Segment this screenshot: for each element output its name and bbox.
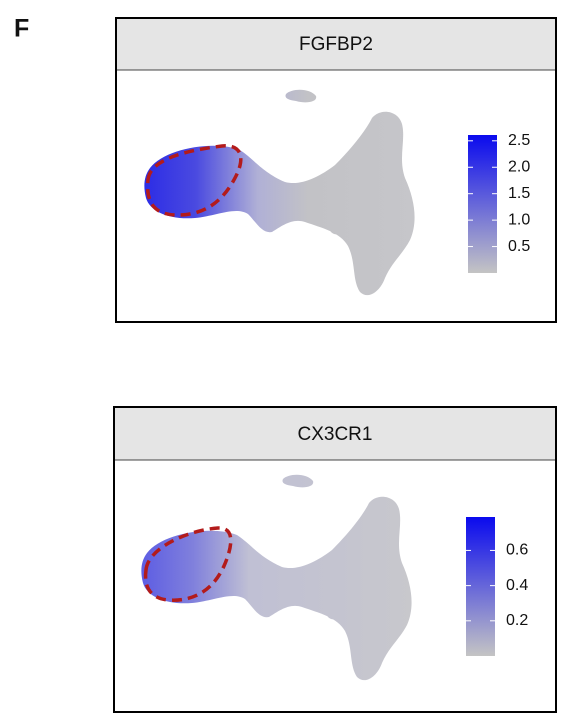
colorbar-tick-label: 1.0 (508, 211, 530, 228)
colorbar-tick-label: 2.0 (508, 158, 530, 175)
colorbar-tick-label: 0.4 (506, 577, 528, 594)
highlight-outline (143, 526, 233, 602)
colorbar-tick-label: 1.5 (508, 185, 530, 202)
colorbar-tick-label: 0.6 (506, 542, 528, 559)
colorbar (468, 135, 497, 273)
panel-header (117, 19, 555, 70)
colorbar-tick-label: 0.2 (506, 612, 528, 629)
panel-label: F (14, 15, 29, 43)
colorbar (466, 517, 495, 656)
panel-title: FGFBP2 (299, 34, 373, 55)
panel-header (115, 408, 555, 460)
panel-title: CX3CR1 (298, 424, 373, 445)
colorbar-tick-label: 0.5 (508, 238, 530, 255)
highlight-outline (145, 144, 243, 217)
colorbar-tick-label: 2.5 (508, 132, 530, 149)
